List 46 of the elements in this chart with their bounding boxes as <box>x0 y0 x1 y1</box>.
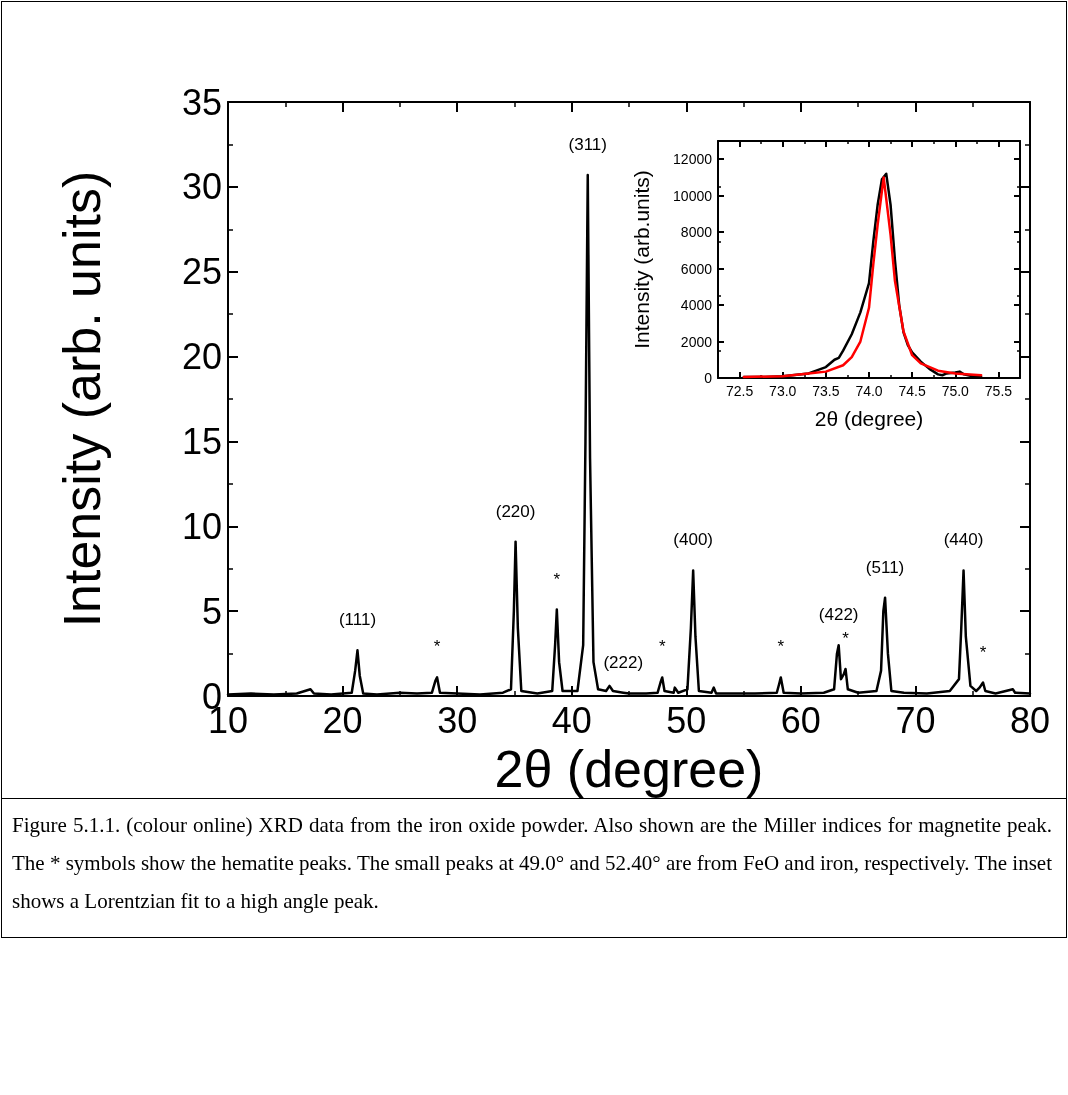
y-tick-label: 8000 <box>680 224 713 241</box>
x-tick-label: 72.5 <box>725 383 754 399</box>
y-tick-label: 30 <box>181 166 222 208</box>
annotation: (222) <box>603 652 644 672</box>
x-axis-title: 2θ (degree) <box>814 407 924 430</box>
annotation: * <box>433 637 441 657</box>
x-tick-label: 70 <box>895 699 936 741</box>
x-tick-label: 74.5 <box>898 383 926 399</box>
x-tick-label: 73.5 <box>812 383 840 399</box>
y-tick-label: 10000 <box>673 187 713 204</box>
x-tick-label: 74.0 <box>855 383 883 399</box>
x-tick-label: 30 <box>437 699 478 741</box>
y-tick-label: 10 <box>181 505 222 547</box>
y-tick-label: 0 <box>704 370 713 386</box>
y-tick-label: 12000 <box>673 151 713 168</box>
annotation: (511) <box>865 557 905 577</box>
annotation: (440) <box>943 530 984 550</box>
annotation: * <box>777 637 785 657</box>
y-tick-label: 5 <box>201 590 222 632</box>
annotation: * <box>553 569 561 589</box>
annotation: (220) <box>495 501 536 521</box>
x-tick-label: 73.0 <box>769 383 797 399</box>
x-tick-label: 50 <box>666 699 707 741</box>
annotation: (422) <box>818 605 859 625</box>
annotation: (311) <box>568 134 607 154</box>
y-axis-title: Intensity (arb. units) <box>53 170 111 628</box>
annotation: (400) <box>673 530 713 550</box>
y-axis-title: Intensity (arb.units) <box>630 170 653 349</box>
annotation: * <box>979 642 987 662</box>
y-tick-label: 35 <box>181 81 222 123</box>
x-tick-label: 60 <box>780 699 821 741</box>
x-tick-label: 20 <box>322 699 363 741</box>
y-tick-label: 6000 <box>680 260 713 277</box>
x-tick-label: 75.5 <box>984 383 1013 399</box>
annotation: * <box>842 628 850 648</box>
y-tick-label: 25 <box>181 251 222 293</box>
y-tick-label: 2000 <box>680 333 713 350</box>
annotation: (111) <box>338 610 377 630</box>
annotation: * <box>658 637 666 657</box>
x-axis-title: 2θ (degree) <box>494 740 764 798</box>
y-tick-label: 4000 <box>680 297 713 314</box>
x-tick-label: 75.0 <box>941 383 970 399</box>
caption: Figure 5.1.1. (colour online) XRD data from the iron oxide powder. Also shown are the Miller indices for magnetite peak. The * symbols show the hematite peaks. The small peaks at 49.0° and 52.40° are from FeO and iron, respectively. The inset shows a Lorentzian fit to a high angle peak. <box>12 812 1052 915</box>
x-tick-label: 80 <box>1009 699 1051 741</box>
y-tick-label: 15 <box>181 420 222 462</box>
x-tick-label: 40 <box>551 699 592 741</box>
